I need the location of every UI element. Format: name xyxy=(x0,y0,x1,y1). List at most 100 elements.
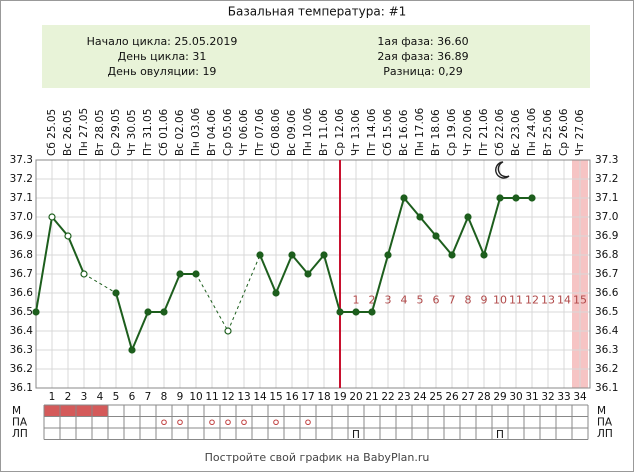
y-tick-label: 36.7 xyxy=(10,268,33,280)
info-text: День цикла: 31 xyxy=(118,50,207,63)
temp-point xyxy=(480,251,488,259)
y-tick-label-right: 36.4 xyxy=(595,325,619,337)
day-number: 31 xyxy=(525,391,538,403)
temp-point xyxy=(496,194,504,202)
temp-segment xyxy=(115,292,133,351)
day-number: 32 xyxy=(541,391,554,403)
date-label: Ср 05.06 xyxy=(222,108,234,156)
y-tick-label-right: 36.1 xyxy=(595,382,618,394)
y-tick-label: 36.4 xyxy=(10,325,34,337)
date-label: Пт 31.05 xyxy=(142,109,154,156)
temp-point xyxy=(416,213,424,221)
pa-mark xyxy=(161,419,167,426)
date-label: Чт 30.05 xyxy=(126,109,138,156)
day-number: 11 xyxy=(205,391,218,403)
phase2-day: 10 xyxy=(493,294,507,307)
lp-mark: П xyxy=(496,429,504,441)
temp-segment xyxy=(403,197,421,218)
temp-point xyxy=(288,251,296,259)
date-label: Пт 07.06 xyxy=(254,108,266,156)
temp-segment xyxy=(291,254,309,275)
date-label: Ср 29.05 xyxy=(110,109,122,156)
temp-point xyxy=(32,308,40,316)
temp-segment xyxy=(35,216,53,313)
y-tick-label-right: 37.2 xyxy=(595,173,618,185)
y-tick-label: 36.3 xyxy=(10,344,33,356)
info-text: 2ая фаза: 36.89 xyxy=(377,50,468,63)
temp-segment xyxy=(419,216,437,237)
phase2-day: 8 xyxy=(465,294,472,307)
row-label-right: ПА xyxy=(597,416,613,428)
date-label: Вт 25.06 xyxy=(542,109,554,156)
day-number: 5 xyxy=(113,391,120,403)
day-number: 1 xyxy=(49,391,56,403)
temp-point xyxy=(64,232,72,240)
phase2-day: 2 xyxy=(369,294,376,307)
temp-segment xyxy=(195,273,229,332)
row-label: ЛП xyxy=(12,428,28,440)
temp-point xyxy=(448,251,456,259)
date-label: Вт 18.06 xyxy=(430,109,442,156)
date-label: Чт 20.06 xyxy=(462,109,474,156)
temp-segment xyxy=(307,254,325,275)
y-tick-label: 36.6 xyxy=(10,287,34,299)
date-label: Ср 19.06 xyxy=(446,108,458,156)
date-label: Вс 02.06 xyxy=(174,109,186,156)
temp-point xyxy=(160,308,168,316)
y-tick-label: 37.0 xyxy=(10,211,33,223)
temp-point xyxy=(384,251,392,259)
phase2-day: 11 xyxy=(509,294,523,307)
date-label: Вт 11.06 xyxy=(318,109,330,156)
date-label: Сб 25.05 xyxy=(46,109,58,156)
info-box xyxy=(42,25,590,88)
day-number: 4 xyxy=(97,391,104,403)
info-text: 1ая фаза: 36.60 xyxy=(377,35,468,48)
temp-segment xyxy=(259,254,277,294)
day-number: 9 xyxy=(177,391,184,403)
temp-segment xyxy=(67,235,85,275)
temp-segment xyxy=(131,311,149,351)
date-label: Сб 15.06 xyxy=(382,108,394,156)
day-number: 6 xyxy=(129,391,136,403)
day-number: 28 xyxy=(477,391,490,403)
day-number: 22 xyxy=(381,391,394,403)
date-label: Сб 01.06 xyxy=(158,108,170,156)
pa-mark xyxy=(225,419,231,426)
y-tick-label-right: 36.2 xyxy=(595,363,618,375)
info-text: Разница: 0,29 xyxy=(383,65,463,78)
date-label: Вс 16.06 xyxy=(398,109,410,156)
date-label: Пн 17.06 xyxy=(414,108,426,156)
phase2-day: 4 xyxy=(401,294,408,307)
day-number: 14 xyxy=(253,391,267,403)
day-number: 24 xyxy=(413,391,427,403)
day-number: 18 xyxy=(317,391,330,403)
pa-mark xyxy=(241,419,247,426)
date-label: Пн 27.05 xyxy=(78,108,90,156)
day-number: 20 xyxy=(349,391,362,403)
menstruation-cell xyxy=(92,405,108,417)
temp-point xyxy=(368,308,376,316)
day-number: 25 xyxy=(429,391,442,403)
day-number: 12 xyxy=(221,391,234,403)
temp-point xyxy=(192,270,200,278)
y-tick-label-right: 36.3 xyxy=(595,344,618,356)
date-label: Вс 09.06 xyxy=(286,109,298,156)
menstruation-cell xyxy=(76,405,92,417)
y-tick-label-right: 36.6 xyxy=(595,287,619,299)
lp-mark: П xyxy=(352,429,360,441)
temp-point xyxy=(336,308,344,316)
day-number: 13 xyxy=(237,391,250,403)
phase2-day: 7 xyxy=(449,294,456,307)
day-number: 17 xyxy=(301,391,314,403)
footer: Постройте свой график на BabyPlan.ru xyxy=(205,451,430,464)
y-tick-label: 36.2 xyxy=(10,363,33,375)
phase2-day: 15 xyxy=(573,294,587,307)
day-number: 21 xyxy=(365,391,378,403)
pa-mark xyxy=(273,419,279,426)
pa-mark xyxy=(177,419,183,426)
temp-point xyxy=(352,308,360,316)
date-label: Пн 03.06 xyxy=(190,108,202,156)
temp-point xyxy=(272,289,280,297)
temp-point xyxy=(256,251,264,259)
